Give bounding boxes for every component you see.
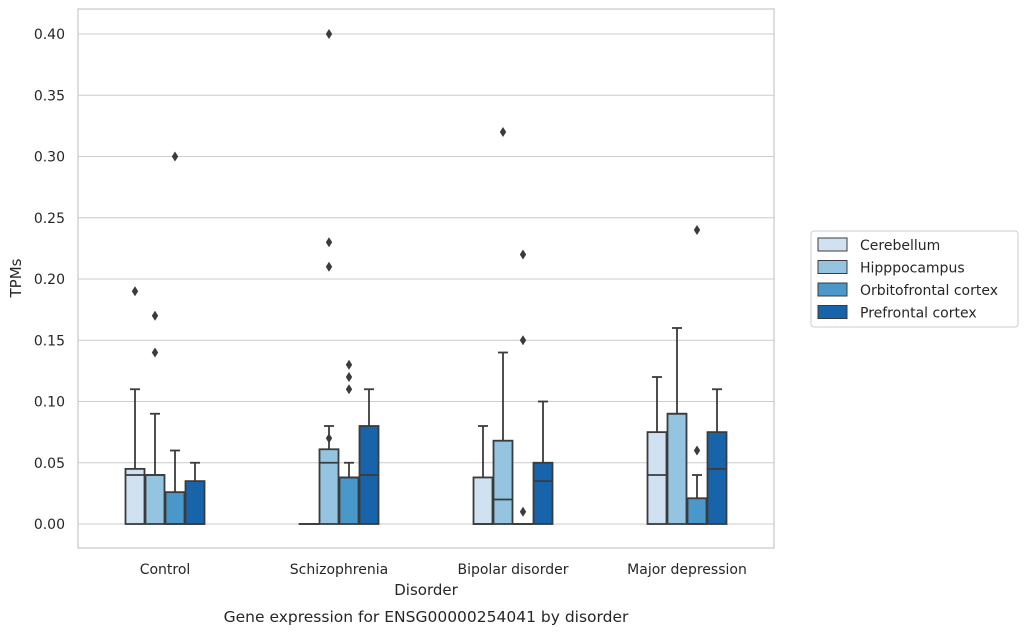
box-group (646, 376, 668, 525)
y-axis-ticks: 0.00 0.05 0.10 0.15 0.20 0.25 0.30 0.35 0.40 (34, 27, 65, 533)
box-group (144, 310, 166, 525)
box (686, 497, 708, 525)
box (318, 448, 340, 525)
box-group (532, 400, 554, 525)
y-tick-label: 0.10 (34, 395, 65, 411)
outlier-point (693, 225, 701, 235)
box-group (164, 151, 186, 525)
box (124, 467, 146, 525)
box (164, 491, 186, 525)
y-tick-label: 0.15 (34, 333, 65, 349)
y-tick-label: 0.35 (34, 88, 65, 104)
outlier-point (325, 433, 333, 444)
outlier-point (345, 384, 353, 395)
y-tick-label: 0.20 (34, 272, 65, 288)
legend-swatch (817, 260, 848, 274)
legend-label: Hipppocampus (860, 261, 965, 277)
x-tick-label: Schizophrenia (290, 562, 388, 578)
plot-frame (77, 8, 775, 549)
outlier-point (151, 347, 159, 358)
box-group (492, 127, 514, 525)
box (646, 431, 668, 525)
outlier-point (519, 249, 527, 260)
x-axis-ticks: Control Schizophrenia Bipolar disorder Majo… (140, 562, 747, 578)
outlier-point (325, 29, 333, 39)
legend-frame (810, 230, 1019, 328)
outlier-point (693, 445, 701, 456)
outlier-point (325, 261, 333, 272)
y-tick-label: 0.40 (34, 27, 65, 43)
legend: Cerebellum Hipppocampus Orbitofrontal cort… (810, 230, 1019, 328)
box-group (472, 425, 494, 525)
x-axis-title: Disorder (394, 581, 458, 599)
x-tick-label: Major depression (627, 562, 747, 578)
outlier-point (519, 506, 527, 517)
plot-marks (124, 29, 728, 525)
legend-label: Prefrontal cortex (860, 306, 977, 322)
box (184, 480, 206, 525)
box-group (512, 249, 534, 525)
legend-swatch (817, 305, 848, 319)
outlier-point (325, 237, 333, 248)
outlier-point (131, 286, 139, 297)
box (144, 474, 166, 525)
legend-label: Orbitofrontal cortex (860, 283, 998, 299)
outlier-point (345, 372, 353, 382)
y-axis-title: TPMs (7, 258, 25, 298)
box-group (318, 29, 340, 525)
box (492, 439, 514, 525)
box (666, 412, 688, 525)
box (338, 476, 360, 525)
legend-label: Cerebellum (860, 238, 940, 254)
box-group (358, 388, 380, 525)
figure-caption: Gene expression for ENSG00000254041 by d… (224, 608, 629, 626)
y-tick-label: 0.00 (34, 517, 65, 533)
box-group (184, 461, 206, 525)
box (472, 476, 494, 525)
x-tick-label: Bipolar disorder (457, 562, 568, 578)
box (532, 461, 554, 525)
box-group (338, 359, 360, 525)
outlier-point (499, 127, 507, 137)
outlier-point (345, 359, 353, 370)
y-tick-label: 0.05 (34, 456, 65, 472)
box-group (686, 225, 708, 525)
outlier-point (171, 151, 179, 162)
legend-swatch (817, 282, 848, 297)
y-tick-label: 0.25 (34, 211, 65, 227)
legend-swatch (817, 237, 848, 252)
box-group (706, 388, 728, 525)
box (706, 431, 728, 525)
outlier-point (519, 335, 527, 346)
x-tick-label: Control (140, 562, 191, 578)
box-group (666, 327, 688, 525)
outlier-point (151, 310, 159, 321)
y-tick-label: 0.30 (34, 150, 65, 166)
box-group (124, 286, 146, 525)
